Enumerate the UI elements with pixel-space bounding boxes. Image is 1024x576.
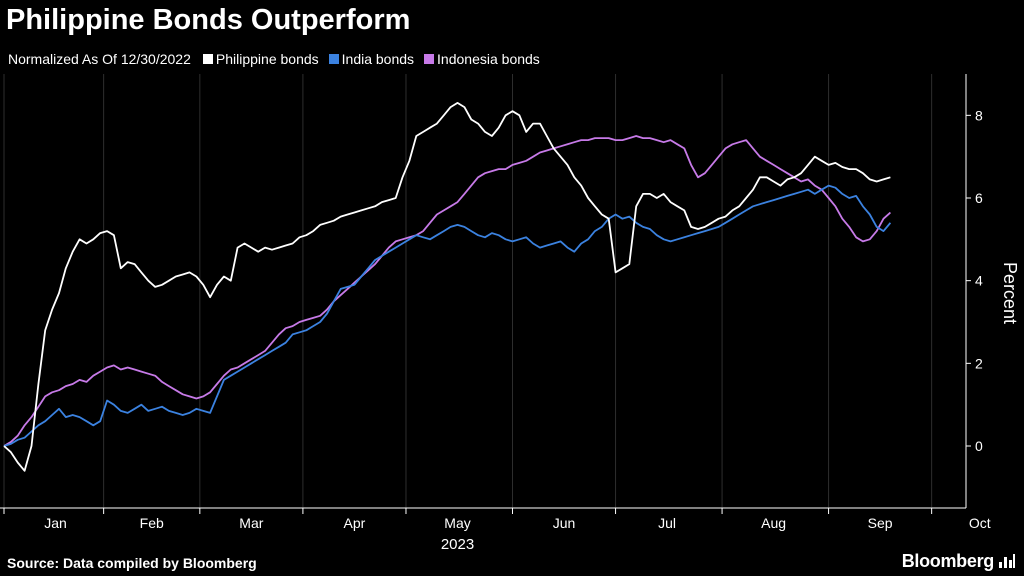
bloomberg-chart-icon [999,554,1015,568]
y-tick-label-0: 0 [975,438,983,454]
bloomberg-logo: Bloomberg [901,551,995,571]
legend-swatch-india [328,54,339,64]
y-tick-label-6: 6 [975,190,983,206]
series-line-philippine-bonds [3,102,891,472]
x-tick-label-sep: Sep [868,515,893,531]
y-axis-title: Percent [1000,262,1020,324]
x-tick-label-jan: Jan [44,515,67,531]
x-tick-label-jul: Jul [658,515,676,531]
legend-label-philippine: Philippine bonds [215,51,319,67]
y-tick-label-2: 2 [975,355,983,371]
x-tick-label-aug: Aug [761,515,786,531]
x-tick-label-jun: Jun [553,515,576,531]
x-tick-label-oct: Oct [969,515,991,531]
source-note: Source: Data compiled by Bloomberg [7,555,257,571]
series-line-indonesia-bonds [3,135,892,447]
x-tick-label-may: May [444,515,470,531]
legend-label-india: India bonds [341,51,415,67]
legend-swatch-indonesia [424,54,435,64]
x-tick-label-mar: Mar [239,515,263,531]
legend-label-indonesia: Indonesia bonds [437,51,540,67]
legend: Normalized As Of 12/30/2022 Philippine b… [8,51,550,67]
x-axis-year-label: 2023 [441,536,474,553]
y-tick-label-4: 4 [975,273,983,289]
normalization-note: Normalized As Of 12/30/2022 [8,51,191,67]
legend-entry-india: India bonds [328,51,415,67]
x-tick-label-feb: Feb [140,515,164,531]
legend-entry-indonesia: Indonesia bonds [424,51,540,67]
legend-swatch-philippine [202,54,213,64]
x-tick-label-apr: Apr [344,515,366,531]
series-line-india-bonds [3,184,892,447]
legend-entry-philippine: Philippine bonds [202,51,319,67]
chart-title: Philippine Bonds Outperform [6,4,411,36]
y-tick-label-8: 8 [975,107,983,123]
